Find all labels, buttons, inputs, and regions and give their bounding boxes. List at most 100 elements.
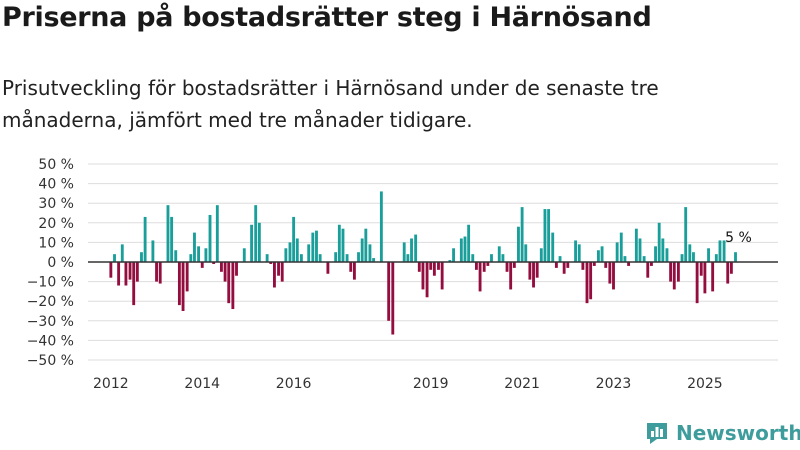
bar [539,248,543,262]
bar [155,262,158,282]
bar [589,262,593,300]
bar [452,248,455,262]
bar [227,262,231,304]
bar [193,232,196,262]
bar [646,262,650,278]
bar [315,230,318,262]
bar [440,262,444,290]
bar [295,238,299,262]
bar [718,240,722,262]
bar [688,244,692,262]
bar [562,262,566,274]
bar [672,262,676,290]
bar [208,214,212,262]
bar [360,238,364,262]
bar [352,262,356,280]
bar [650,262,653,266]
bar [432,262,436,276]
bar [135,262,139,282]
bar [657,222,661,262]
bar [520,207,524,262]
x-tick-label: 2014 [184,376,220,392]
bar [528,262,532,280]
bar [566,262,570,268]
bar [608,262,612,284]
bar [554,262,558,268]
bar [265,254,269,262]
y-tick-label: 50 % [38,157,74,173]
bar [273,262,276,288]
bar [478,262,482,292]
bar [532,262,535,288]
y-tick-label: 40 % [38,177,74,193]
bar [215,205,219,262]
bar [574,240,577,262]
bar [512,262,516,268]
bar [357,252,360,262]
bar [699,262,703,276]
bar [437,262,440,270]
bar [558,256,562,262]
bar [615,242,619,262]
bar [707,248,710,262]
bar [535,262,539,278]
bar [429,262,433,270]
bar [292,216,296,262]
bar [497,246,501,262]
bar [421,262,425,290]
bar [185,262,189,292]
bar [143,216,147,262]
bar [166,205,170,262]
y-tick-label: 0 % [47,255,74,271]
bar [448,260,452,262]
bar [642,256,646,262]
bar [307,244,311,262]
bar [585,262,589,304]
bar [627,262,631,266]
bar [425,262,429,298]
bar [231,262,235,310]
bar [220,262,223,272]
bar [524,244,528,262]
bar [345,254,349,262]
bar [254,205,258,262]
bar [158,262,162,284]
bar [661,238,665,262]
bar [490,254,493,262]
bar [223,262,227,282]
bar [204,248,208,262]
y-tick-label: 30 % [38,196,74,212]
bar [117,262,121,286]
bar [505,262,509,272]
x-tick-label: 2023 [596,376,632,392]
bar [189,254,193,262]
bar [684,207,688,262]
bar [547,209,551,262]
bar [341,228,345,262]
bar [235,262,238,276]
bar [349,262,353,272]
bar [181,262,185,311]
bar [334,252,338,262]
bar [177,262,181,306]
bar-chart: 50 % 40 % 30 % 20 % 10 % 0 % −10 % −20 % −30 % −4… [27,157,778,392]
bar [174,250,178,262]
bar [482,262,486,272]
y-tick-label: 20 % [38,216,74,232]
y-tick-label: −30 % [27,314,74,330]
x-tick-label: 2016 [276,376,312,392]
bar [551,232,555,262]
bar [711,262,715,292]
bar [140,252,143,262]
x-tick-label: 2021 [504,376,540,392]
bar [600,246,604,262]
chart-subtitle: Prisutveckling för bostadsrätter i Härnö… [2,76,659,132]
bar [703,262,707,294]
bar [486,262,490,266]
bar [269,262,273,264]
bar [109,262,113,278]
newsworthy-logo-icon [647,423,667,444]
y-tick-label: −50 % [27,353,74,369]
bar [402,242,406,262]
chart-title: Priserna på bostadsrätter steg i Härnösa… [2,2,652,33]
